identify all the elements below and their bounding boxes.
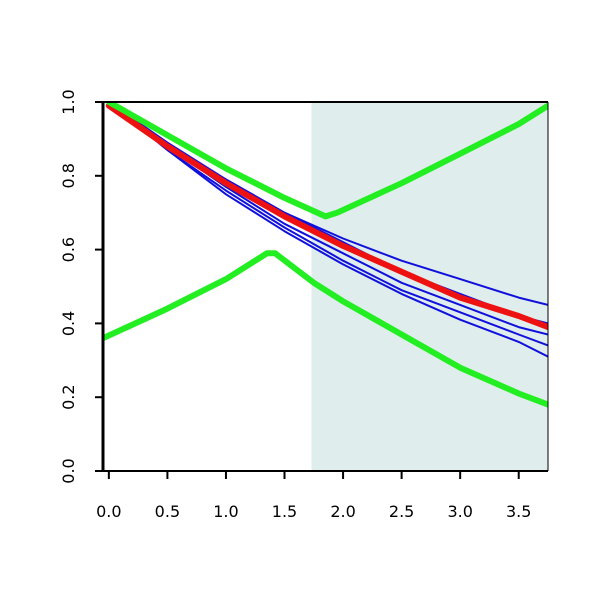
x-axis: 0.0 0.5 1.0 1.5 2.0 2.5 3.0 3.5 bbox=[96, 471, 531, 521]
x-tick-label: 0.0 bbox=[96, 502, 121, 521]
x-tick-label: 1.5 bbox=[272, 502, 297, 521]
y-tick-label: 0.8 bbox=[59, 163, 78, 188]
x-tick-label: 0.5 bbox=[155, 502, 180, 521]
series-line-blue-2 bbox=[107, 102, 548, 347]
y-tick-label: 0.6 bbox=[59, 237, 78, 262]
x-tick-label: 2.5 bbox=[389, 502, 414, 521]
x-tick-label: 3.0 bbox=[447, 502, 472, 521]
series-layer bbox=[103, 102, 548, 408]
y-tick-label: 1.0 bbox=[59, 89, 78, 114]
axes-layer bbox=[101, 101, 549, 472]
y-tick-label: 0.0 bbox=[59, 458, 78, 483]
y-axis: 0.0 0.2 0.4 0.6 0.8 1.0 bbox=[59, 89, 103, 484]
series-line-green-upper bbox=[105, 102, 548, 220]
series-line-blue-1 bbox=[107, 102, 548, 358]
x-tick-label: 3.5 bbox=[506, 502, 531, 521]
series-line-green-lower bbox=[103, 250, 548, 408]
y-tick-label: 0.4 bbox=[59, 311, 78, 336]
y-tick-label: 0.2 bbox=[59, 384, 78, 409]
x-tick-label: 2.0 bbox=[330, 502, 355, 521]
series-line-red-mean bbox=[105, 102, 548, 331]
x-tick-label: 1.0 bbox=[213, 502, 238, 521]
